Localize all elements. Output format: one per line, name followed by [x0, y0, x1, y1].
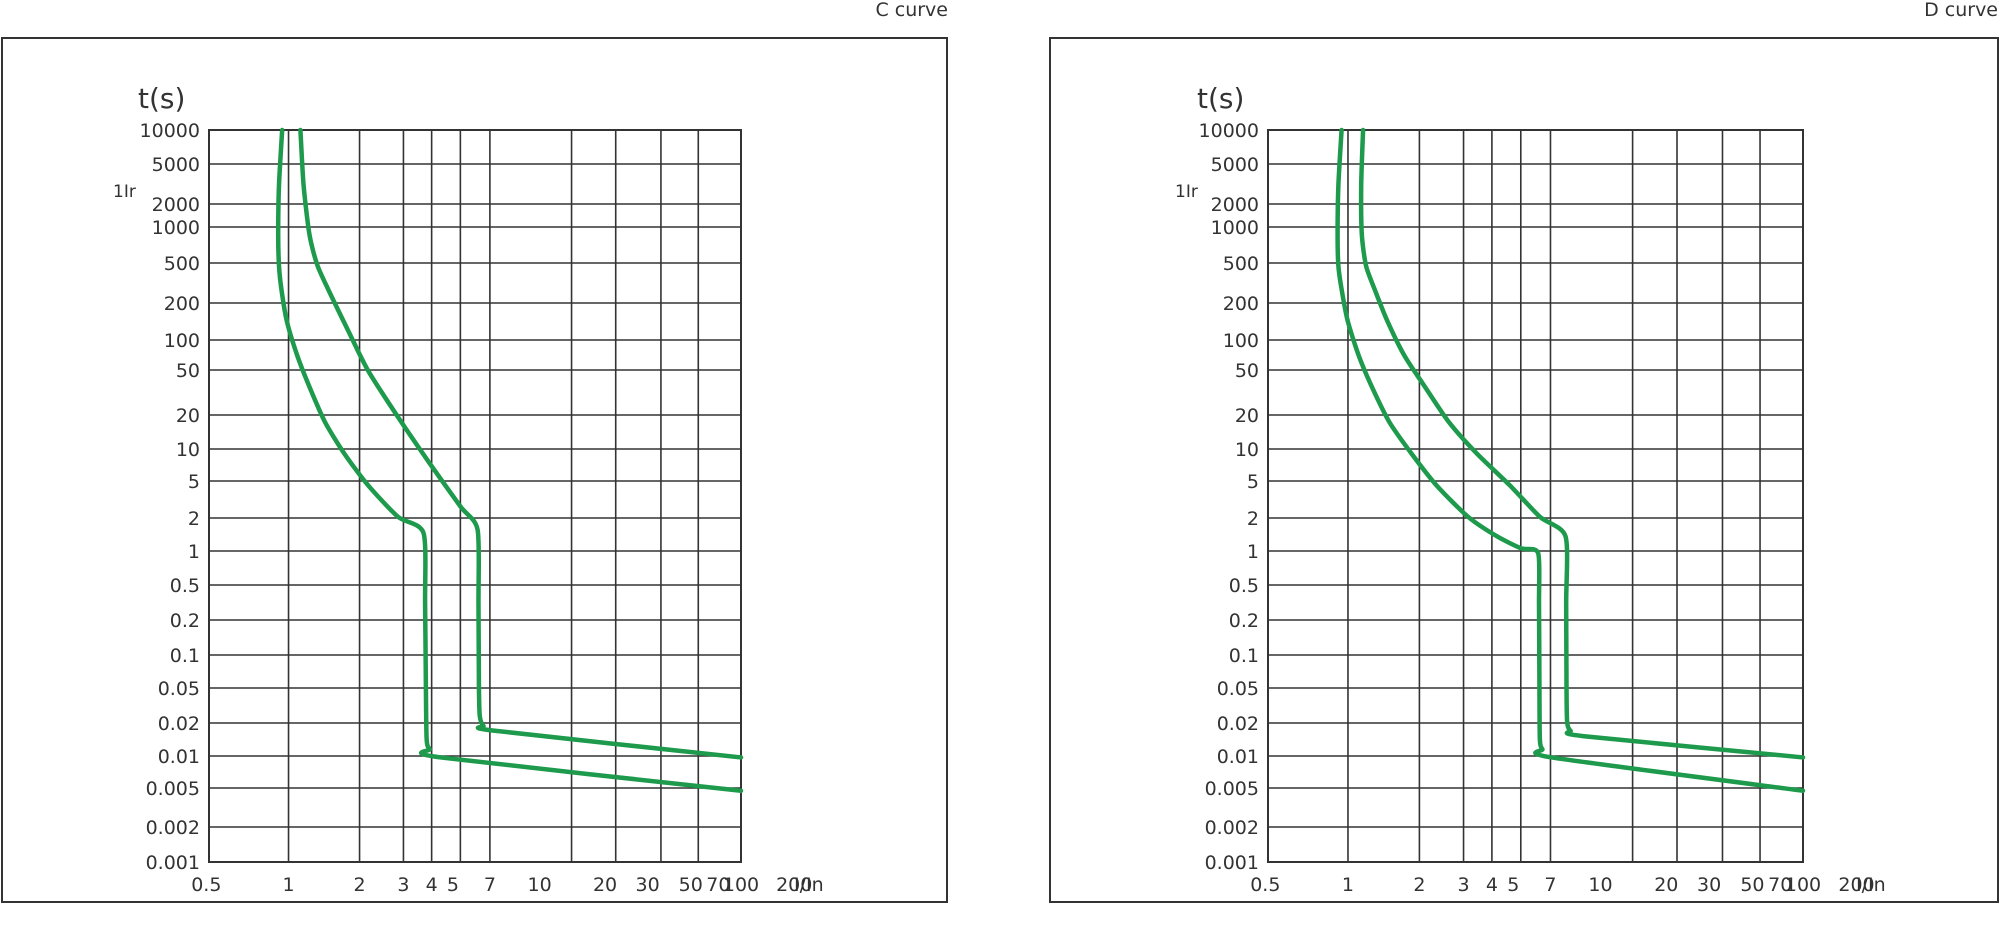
y-tick-label: 2	[188, 508, 200, 530]
y-tick-label: 2000	[152, 194, 200, 216]
y-tick-label: 0.2	[170, 610, 200, 632]
y-tick-label: 0.2	[1229, 610, 1259, 632]
y-tick-label: 10000	[1199, 120, 1259, 142]
y-axis-label: t(s)	[1197, 82, 1244, 115]
y-tick-label: 0.5	[170, 575, 200, 597]
y-tick-label: 0.1	[1229, 645, 1259, 667]
y-tick-label: 5000	[1211, 154, 1259, 176]
x-tick-label: 5	[447, 874, 459, 896]
y-tick-label: 0.05	[1217, 678, 1259, 700]
x-tick-label: 20	[593, 874, 617, 896]
y-tick-label: 1000	[1211, 217, 1259, 239]
x-tick-label: 70	[706, 874, 730, 896]
x-tick-label: 4	[1486, 874, 1498, 896]
y-tick-label: 0.02	[158, 713, 200, 735]
y-tick-label: 10	[1235, 439, 1259, 461]
x-tick-label: 0.5	[191, 874, 221, 896]
y-tick-label: 2	[1247, 508, 1259, 530]
x-tick-label: 100	[1785, 874, 1821, 896]
y-tick-label: 20	[1235, 405, 1259, 427]
x-axis-label: I/In	[794, 874, 824, 896]
x-tick-label: 10	[528, 874, 552, 896]
y-tick-label: 2000	[1211, 194, 1259, 216]
chart-title: C curve	[875, 0, 948, 21]
y-tick-label: 0.01	[158, 746, 200, 768]
y-tick-label: 200	[1223, 293, 1259, 315]
y-tick-label: 100	[164, 330, 200, 352]
x-tick-label: 30	[1697, 874, 1721, 896]
y-tick-label: 5000	[152, 154, 200, 176]
plot-area-border	[1267, 129, 1804, 863]
trip-curve-line-2	[298, 127, 744, 760]
y-tick-label: 0.002	[1205, 817, 1259, 839]
plot-area-border	[208, 129, 742, 863]
x-tick-label: 1	[282, 874, 294, 896]
y-tick-label: 1	[188, 541, 200, 563]
x-tick-label: 4	[426, 874, 438, 896]
trip-curve-line-1	[275, 127, 744, 794]
y-tick-label: 20	[176, 405, 200, 427]
x-tick-label: 100	[723, 874, 759, 896]
y-tick-label: 0.1	[170, 645, 200, 667]
x-axis-label: I/In	[1856, 874, 1886, 896]
x-tick-label: 200	[1838, 874, 1874, 896]
y-tick-label: 0.001	[1205, 852, 1259, 874]
y-tick-label: 10	[176, 439, 200, 461]
y-tick-label: 10000	[140, 120, 200, 142]
y-tick-label: 1	[1247, 541, 1259, 563]
x-tick-label: 10	[1588, 874, 1612, 896]
y-tick-label: 0.01	[1217, 746, 1259, 768]
y-tick-label: 100	[1223, 330, 1259, 352]
y-tick-label: 0.05	[158, 678, 200, 700]
x-tick-label: 50	[679, 874, 703, 896]
y-tick-label: 0.02	[1217, 713, 1259, 735]
x-tick-label: 0.5	[1250, 874, 1280, 896]
y-tick-label: 1000	[152, 217, 200, 239]
annotation-1ir: 1Ir	[113, 182, 136, 202]
trip-curve-line-1	[1335, 127, 1806, 794]
y-tick-label: 500	[164, 253, 200, 275]
annotation-1ir: 1Ir	[1175, 182, 1198, 202]
y-tick-label: 5	[1247, 471, 1259, 493]
y-tick-label: 0.005	[1205, 778, 1259, 800]
x-tick-label: 5	[1507, 874, 1519, 896]
y-tick-label: 0.002	[146, 817, 200, 839]
trip-curve-line-2	[1358, 127, 1806, 760]
x-tick-label: 7	[484, 874, 496, 896]
x-tick-label: 20	[1654, 874, 1678, 896]
y-tick-label: 500	[1223, 253, 1259, 275]
x-tick-label: 2	[1413, 874, 1425, 896]
x-tick-label: 3	[397, 874, 409, 896]
y-tick-label: 50	[176, 360, 200, 382]
x-tick-label: 3	[1457, 874, 1469, 896]
y-tick-label: 50	[1235, 360, 1259, 382]
x-tick-label: 7	[1544, 874, 1556, 896]
x-tick-label: 1	[1342, 874, 1354, 896]
panel-frame	[1, 37, 948, 903]
y-axis-label: t(s)	[138, 82, 185, 115]
y-tick-label: 0.001	[146, 852, 200, 874]
x-tick-label: 70	[1768, 874, 1792, 896]
y-tick-label: 0.5	[1229, 575, 1259, 597]
x-tick-label: 200	[776, 874, 812, 896]
y-tick-label: 200	[164, 293, 200, 315]
x-tick-label: 30	[636, 874, 660, 896]
x-tick-label: 2	[354, 874, 366, 896]
panel-frame	[1049, 37, 1999, 903]
chart-title: D curve	[1924, 0, 1998, 21]
y-tick-label: 5	[188, 471, 200, 493]
y-tick-label: 0.005	[146, 778, 200, 800]
x-tick-label: 50	[1740, 874, 1764, 896]
